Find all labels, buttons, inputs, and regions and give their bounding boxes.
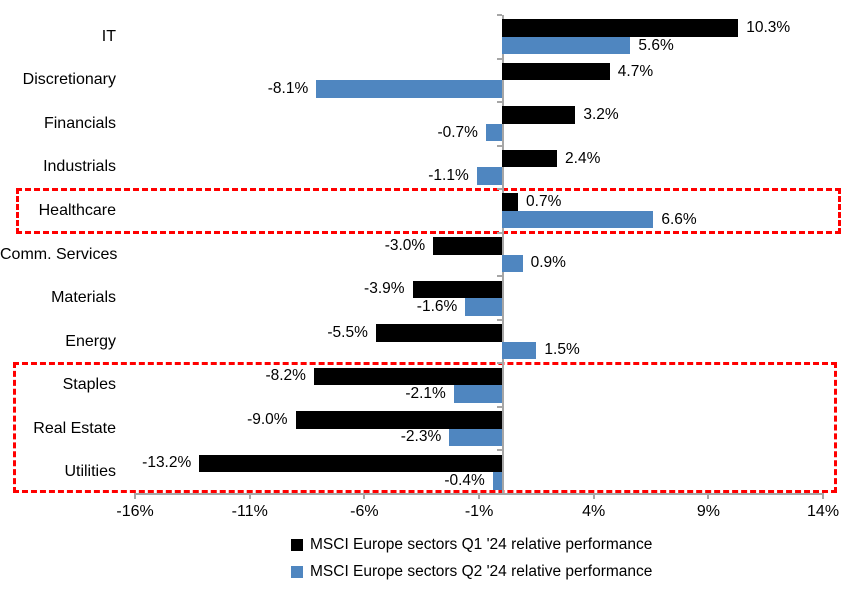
category-label-energy: Energy — [65, 332, 116, 350]
legend-label-q2: MSCI Europe sectors Q2 '24 relative perf… — [310, 563, 653, 580]
x-tick-mark — [248, 494, 251, 499]
value-label-q2-financials: -0.7% — [437, 123, 478, 141]
y-tick-mark — [497, 362, 502, 365]
x-tick-mark — [822, 494, 825, 499]
x-tick-label: 4% — [582, 503, 606, 520]
bar-q1-healthcare — [502, 193, 519, 211]
x-tick-label: -11% — [231, 503, 268, 520]
value-label-q1-energy: -5.5% — [327, 323, 368, 341]
value-label-q2-staples: -2.1% — [405, 384, 446, 402]
value-label-q1-healthcare: 0.7% — [526, 193, 562, 211]
bar-q1-industrials — [502, 149, 558, 168]
y-tick-mark — [497, 275, 502, 278]
x-tick-mark — [707, 494, 710, 499]
bar-q1-financials — [502, 106, 576, 124]
category-label-it: IT — [101, 27, 116, 45]
legend-item-q1: MSCI Europe sectors Q1 '24 relative perf… — [291, 536, 652, 554]
y-tick-mark — [497, 493, 502, 495]
x-tick-label: 9% — [696, 503, 720, 520]
category-label-staples: Staples — [62, 376, 116, 394]
value-label-q2-industrials: -1.1% — [428, 167, 469, 185]
value-label-q2-it: 5.6% — [638, 36, 674, 54]
bar-q1-real-estate — [295, 411, 502, 429]
x-tick-label: -16% — [116, 503, 154, 520]
bar-q2-materials — [465, 298, 502, 316]
y-tick-mark — [497, 405, 502, 408]
legend: MSCI Europe sectors Q1 '24 relative perf… — [291, 536, 652, 581]
value-label-q2-discretionary: -8.1% — [267, 80, 309, 98]
x-tick-label: -1% — [464, 503, 494, 520]
bar-q2-comm-services — [502, 254, 523, 272]
value-label-q1-financials: 3.2% — [583, 106, 619, 124]
bar-q2-healthcare — [502, 210, 654, 229]
y-tick-mark — [497, 14, 502, 16]
value-label-q1-staples: -8.2% — [265, 367, 306, 385]
bar-q1-it — [502, 19, 739, 37]
x-tick-mark — [478, 494, 481, 499]
bar-q2-real-estate — [449, 428, 502, 447]
bar-q2-industrials — [476, 167, 502, 185]
bar-q2-discretionary — [316, 80, 502, 98]
legend-swatch-q2-icon — [291, 566, 303, 578]
category-label-healthcare: Healthcare — [38, 201, 116, 219]
value-label-q2-materials: -1.6% — [416, 297, 458, 315]
y-tick-mark — [497, 144, 502, 147]
bar-q2-energy — [502, 341, 537, 360]
bar-q1-utilities — [199, 454, 502, 473]
value-label-q1-discretionary: 4.7% — [617, 62, 654, 80]
highlight-box-healthcare-highlight — [16, 187, 841, 235]
legend-swatch-q1-icon — [291, 539, 303, 551]
value-label-q2-comm-services: 0.9% — [530, 254, 566, 272]
category-label-utilities: Utilities — [64, 463, 116, 481]
bar-q1-discretionary — [502, 62, 610, 81]
x-tick-label: -6% — [350, 503, 379, 520]
category-label-discretionary: Discretionary — [22, 71, 116, 89]
bar-q1-comm-services — [433, 237, 502, 255]
category-label-financials: Financials — [43, 114, 116, 132]
bar-q1-energy — [375, 324, 502, 342]
value-label-q2-energy: 1.5% — [544, 341, 580, 359]
bar-q1-materials — [412, 280, 502, 299]
bar-q2-it — [502, 36, 631, 55]
bar-q2-staples — [453, 385, 502, 403]
bar-q2-financials — [485, 123, 502, 142]
bar-q2-utilities — [492, 472, 502, 490]
x-tick-mark — [363, 494, 366, 499]
value-label-q1-it: 10.3% — [746, 19, 791, 37]
legend-item-q2: MSCI Europe sectors Q2 '24 relative perf… — [291, 563, 652, 581]
y-tick-mark — [497, 449, 502, 452]
value-label-q1-utilities: -13.2% — [142, 454, 192, 472]
value-label-q1-real-estate: -9.0% — [247, 410, 288, 428]
y-tick-mark — [497, 101, 502, 104]
bar-q1-staples — [313, 367, 502, 386]
x-tick-mark — [134, 494, 137, 499]
category-label-materials: Materials — [51, 289, 116, 307]
value-label-q1-materials: -3.9% — [364, 280, 405, 298]
value-label-q2-utilities: -0.4% — [444, 471, 485, 489]
category-label-comm-services: Comm. Services — [0, 245, 118, 263]
x-tick-label: 14% — [807, 503, 840, 520]
x-tick-mark — [592, 494, 595, 499]
value-label-q2-real-estate: -2.3% — [400, 428, 442, 446]
y-tick-mark — [497, 318, 502, 321]
value-label-q1-comm-services: -3.0% — [384, 236, 426, 254]
value-label-q1-industrials: 2.4% — [565, 149, 601, 167]
legend-label-q1: MSCI Europe sectors Q1 '24 relative perf… — [310, 536, 653, 553]
y-tick-mark — [497, 188, 502, 191]
y-tick-mark — [497, 231, 502, 234]
value-label-q2-healthcare: 6.6% — [661, 210, 697, 228]
category-label-industrials: Industrials — [43, 158, 116, 176]
category-label-real-estate: Real Estate — [33, 419, 116, 437]
y-tick-mark — [497, 57, 502, 60]
